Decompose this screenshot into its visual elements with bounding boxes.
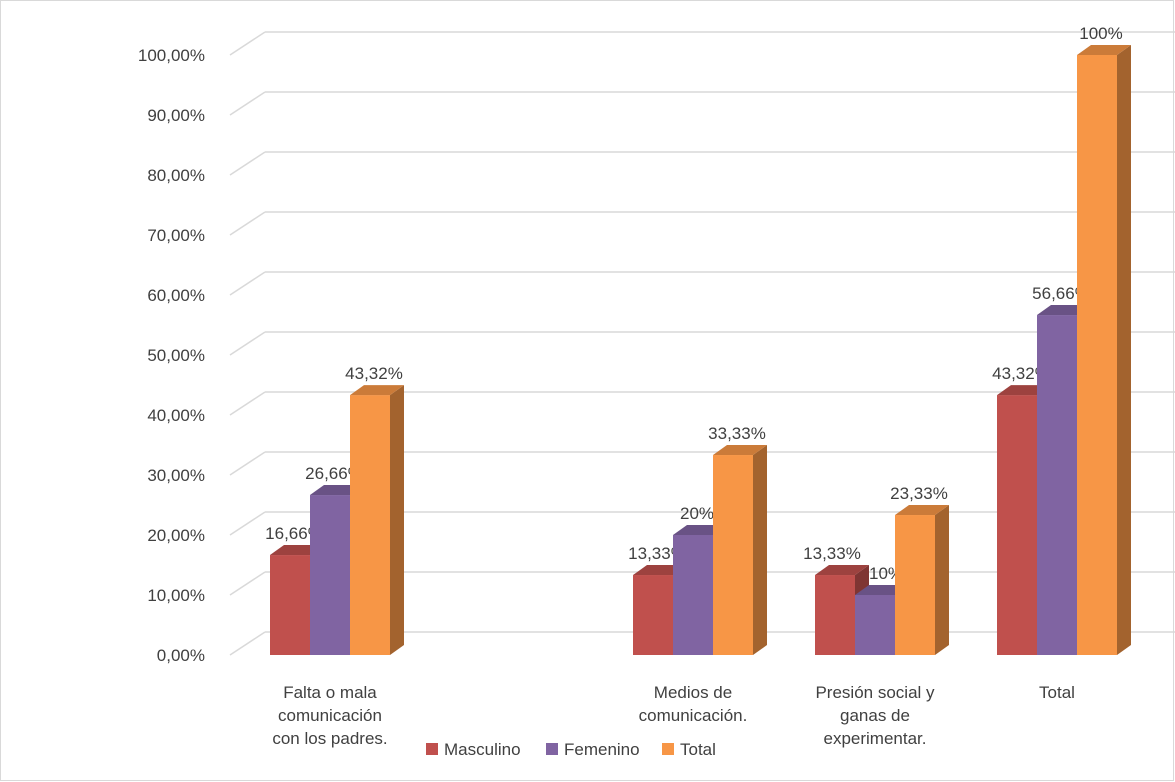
bar-top bbox=[350, 385, 404, 396]
y-tick-label: 50,00% bbox=[147, 346, 205, 365]
y-tick-label: 10,00% bbox=[147, 586, 205, 605]
category-label: Presión social y bbox=[815, 683, 935, 702]
y-tick-label: 80,00% bbox=[147, 166, 205, 185]
bar-top bbox=[713, 445, 767, 456]
data-label: 56,66% bbox=[1032, 284, 1090, 303]
gridline-diagonal bbox=[229, 31, 266, 56]
category-label: Falta o mala bbox=[283, 683, 377, 702]
y-tick-label: 30,00% bbox=[147, 466, 205, 485]
bar-front bbox=[815, 575, 855, 655]
data-label: 10% bbox=[869, 564, 903, 583]
bar-front bbox=[1077, 55, 1117, 655]
gridline-diagonal bbox=[229, 211, 266, 236]
bar-front bbox=[1037, 315, 1077, 655]
legend-label: Total bbox=[680, 740, 716, 759]
bar-side bbox=[753, 445, 767, 655]
y-tick-label: 90,00% bbox=[147, 106, 205, 125]
category-label: Medios de bbox=[654, 683, 732, 702]
legend-swatch bbox=[662, 743, 674, 755]
data-label: 100% bbox=[1079, 24, 1122, 43]
y-tick-label: 20,00% bbox=[147, 526, 205, 545]
gridline-diagonal bbox=[229, 271, 266, 296]
gridline-diagonal bbox=[229, 391, 266, 416]
data-label: 13,33% bbox=[628, 544, 686, 563]
data-label: 20% bbox=[680, 504, 714, 523]
bar-side bbox=[935, 505, 949, 655]
bar-front bbox=[310, 495, 350, 655]
gridline-diagonal bbox=[229, 451, 266, 476]
data-label: 16,66% bbox=[265, 524, 323, 543]
bar-front bbox=[633, 575, 673, 655]
category-label: Total bbox=[1039, 683, 1075, 702]
data-label: 13,33% bbox=[803, 544, 861, 563]
legend-swatch bbox=[426, 743, 438, 755]
gridline-diagonal bbox=[229, 91, 266, 116]
gridline-diagonal bbox=[229, 571, 266, 596]
y-tick-label: 60,00% bbox=[147, 286, 205, 305]
category-label: comunicación bbox=[278, 706, 382, 725]
y-tick-label: 40,00% bbox=[147, 406, 205, 425]
gridline-diagonal bbox=[229, 331, 266, 356]
bar-front bbox=[350, 395, 390, 655]
data-label: 26,66% bbox=[305, 464, 363, 483]
legend-label: Masculino bbox=[444, 740, 521, 759]
gridline-diagonal bbox=[229, 151, 266, 176]
category-label: experimentar. bbox=[824, 729, 927, 748]
legend-swatch bbox=[546, 743, 558, 755]
y-tick-label: 70,00% bbox=[147, 226, 205, 245]
bar-front bbox=[997, 395, 1037, 655]
data-label: 43,32% bbox=[992, 364, 1050, 383]
bar-side bbox=[1117, 45, 1131, 655]
category-label: ganas de bbox=[840, 706, 910, 725]
bar-top bbox=[895, 505, 949, 516]
y-tick-label: 0,00% bbox=[157, 646, 205, 665]
data-label: 43,32% bbox=[345, 364, 403, 383]
category-label: con los padres. bbox=[272, 729, 387, 748]
bar-top bbox=[1077, 45, 1131, 55]
data-label: 23,33% bbox=[890, 484, 948, 503]
y-tick-label: 100,00% bbox=[138, 46, 205, 65]
legend-label: Femenino bbox=[564, 740, 640, 759]
gridline-diagonal bbox=[229, 511, 266, 536]
bar-front bbox=[855, 595, 895, 655]
bar-front bbox=[895, 515, 935, 655]
bar-side bbox=[390, 385, 404, 655]
bar-front bbox=[270, 555, 310, 655]
bar-front bbox=[713, 455, 753, 655]
data-label: 33,33% bbox=[708, 424, 766, 443]
bar-top bbox=[815, 565, 869, 576]
gridline-diagonal bbox=[229, 631, 266, 656]
category-label: comunicación. bbox=[639, 706, 748, 725]
bar-front bbox=[673, 535, 713, 655]
